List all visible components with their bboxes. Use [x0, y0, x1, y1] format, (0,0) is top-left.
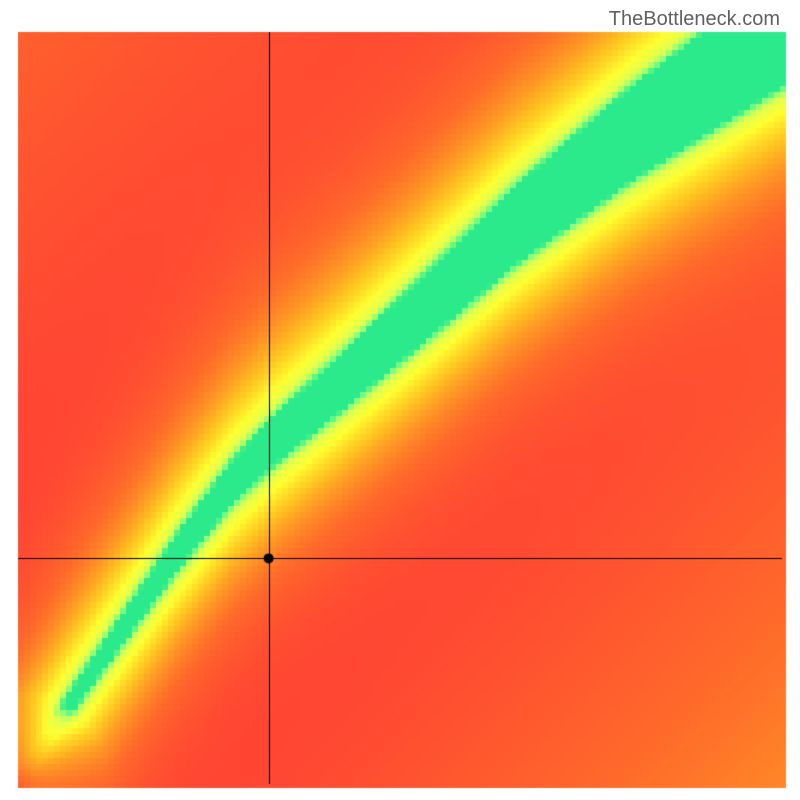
- chart-container: TheBottleneck.com: [0, 0, 800, 800]
- watermark-text: TheBottleneck.com: [609, 8, 780, 31]
- bottleneck-heatmap: [0, 0, 800, 800]
